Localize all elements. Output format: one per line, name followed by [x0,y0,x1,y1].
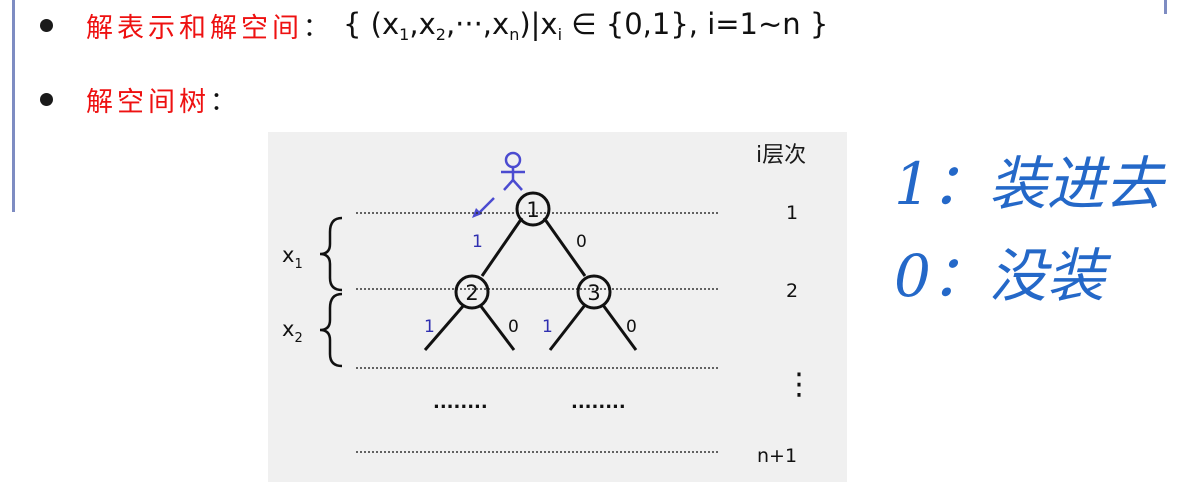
tree-diagram: i层次 1 [282,143,814,467]
x1-label-sub: 1 [294,257,302,272]
node-label-3: 3 [587,281,600,305]
tree-node-2: 2 [454,274,490,310]
formula-set-prefix: { (x [343,7,400,41]
node-label-1: 1 [526,198,539,222]
edge-label-n3-left: 1 [542,317,553,337]
formula-mid: )|x [519,7,558,41]
formula-sub-n: n [509,25,520,44]
solution-space-tree-term: 解空间树 [86,87,210,118]
edge-label-root-left: 1 [472,232,483,252]
bullet-solution-representation: 解表示和解空间 ： { (x1,x2,···,xn)|xi ∈ {0,1}, i… [40,6,828,45]
right-accent-rule [1164,0,1167,14]
x1-label: x1 [282,243,303,272]
bullet-dot [40,19,53,32]
x2-brace [319,292,343,368]
solution-representation-term: 解表示和解空间 [86,13,303,44]
term-colon: ： [210,87,237,117]
continuation-dots-left: ........ [433,392,488,413]
formula-sub-i: i [557,25,563,44]
level-ellipsis: ⋮ [784,367,814,402]
handwriting-line-2: 0：没装 [894,242,1112,310]
tree-node-1: 1 [515,191,551,227]
handwriting-strokes: 1：装进去 0：没装 [894,150,1167,310]
edge-label-n3-right: 0 [626,317,637,337]
tree-edges [423,217,638,351]
x1-brace [319,216,343,292]
edge-label-root-right: 0 [576,232,587,252]
level-number-1: 1 [786,202,798,224]
bullet-dot [40,93,53,106]
left-accent-rule [12,0,15,212]
edge-label-n2-left: 1 [424,317,435,337]
formula-sub-2: 2 [435,25,446,44]
level-number-n1: n+1 [757,445,797,467]
continuation-dots-right: ........ [571,392,626,413]
node-label-2: 2 [465,281,478,305]
formula-sub-1: 1 [399,25,410,44]
solution-space-formula: { (x1,x2,···,xn)|xi ∈ {0,1}, i=1~n } [343,7,828,44]
handwriting-line-1: 1：装进去 [894,150,1167,218]
tree-node-3: 3 [576,274,612,310]
solution-space-tree-figure: i层次 1 [268,132,847,482]
walker-icon [472,151,525,218]
x2-label: x2 [282,317,303,346]
formula-suffix: ∈ {0,1}, i=1~n } [562,7,829,41]
formula-sep-1: ,x [409,7,436,41]
x2-label-base: x [282,317,294,341]
term-colon: ： [303,13,330,43]
level-header: i层次 [756,143,806,168]
bullet-solution-space-tree: 解空间树 ： [40,80,250,119]
level-number-2: 2 [786,280,798,302]
handwritten-annotation: 1：装进去 0：没装 [890,128,1190,332]
formula-sep-2: ,···,x [445,7,510,41]
x1-label-base: x [282,243,294,267]
edge-label-n2-right: 0 [508,317,519,337]
x2-label-sub: 2 [294,331,302,346]
